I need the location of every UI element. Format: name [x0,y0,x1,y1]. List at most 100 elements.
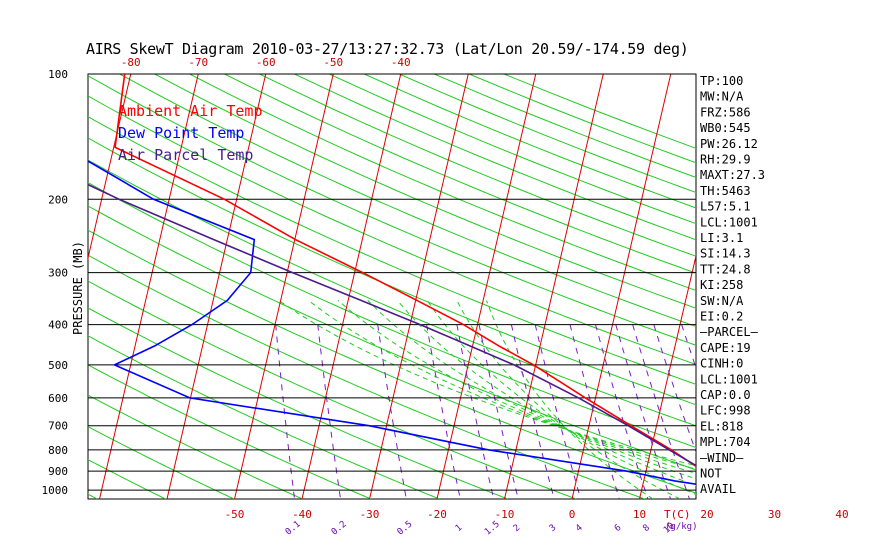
dry-adiabats [0,74,696,499]
isotherm [775,74,870,499]
index-item: CINH:0 [700,357,743,371]
mixing-ratio-line [534,324,582,499]
series-line-1 [88,74,696,485]
index-item: LCL:1001 [700,372,758,386]
dry-adiabat [88,307,509,499]
index-item: PW:26.12 [700,137,758,151]
index-item: TH:5463 [700,184,751,198]
isotherm [842,74,870,499]
dry-adiabat [88,75,696,346]
dry-adiabat [88,137,696,406]
isotherm [571,74,672,499]
dry-adiabat [88,182,696,449]
legend-parcel: Air Parcel Temp [118,146,253,164]
series-line-2 [88,183,696,467]
top-temperature-axis: -80 -70 -60 -50 -40 [121,56,411,69]
mixing-ratio-tick-label: 0.1 [284,519,303,537]
mixing-ratio-line [615,324,672,499]
index-item: TT:24.8 [700,262,751,276]
index-item: LFC:998 [700,404,751,418]
legend-ambient: Ambient Air Temp [118,102,263,120]
mixing-ratio-tick-label: 1 [454,523,465,534]
bottom-tick-label: -20 [427,508,447,521]
dry-adiabat [88,364,372,499]
dry-adiabat [259,74,696,257]
pressure-tick-label: 400 [48,319,68,332]
mixing-ratio-line [569,324,620,499]
pressure-tick-label: 700 [48,420,68,433]
index-item: KI:258 [700,278,743,292]
top-tick-label: -40 [391,56,411,69]
isotherm [369,74,469,499]
dry-adiabat [88,95,696,366]
pressure-tick-label: 600 [48,392,68,405]
top-tick-label: -80 [121,56,141,69]
pressure-tick-label: 300 [48,267,68,280]
mixing-ratio-tick-label: 8 [641,523,652,534]
mixing-ratio-unit: (g/kg) [665,522,698,532]
isotherm [88,74,132,261]
isotherm [436,74,537,499]
mixing-ratio-line [426,324,461,499]
index-item: CAPE:19 [700,341,751,355]
index-item: WB0:545 [700,121,751,135]
mixing-ratio-tick-label: 2 [512,523,523,534]
dry-adiabat [88,394,303,499]
dry-adiabat [88,254,645,499]
dry-adiabat [88,280,577,499]
pressure-tick-label: 200 [48,193,68,206]
y-axis-label: PRESSURE (MB) [71,241,85,335]
mixing-ratio-tick-label: 0.5 [396,519,415,537]
index-item: AVAIL [700,482,736,496]
bottom-tick-label: -10 [495,508,515,521]
mixing-ratio-tick-label: 6 [613,523,624,534]
index-item: —WIND— [700,451,744,465]
mixing-ratio-line [653,324,696,454]
index-item: SW:N/A [700,294,744,308]
mixing-ratio-lines [275,324,823,499]
isotherm [234,74,334,499]
dry-adiabat [88,205,696,471]
dry-adiabat [88,229,696,494]
dry-adiabat [154,74,696,309]
isotherm [504,74,604,499]
chart-title: AIRS SkewT Diagram 2010-03-27/13:27:32.7… [86,40,688,58]
mixing-ratio-tick-label: 0.2 [330,519,349,537]
index-item: EI:0.2 [700,310,743,324]
index-item: CAP:0.0 [700,388,751,402]
index-item: MW:N/A [700,90,744,104]
series-line-0 [114,74,696,468]
bottom-tick-label: 40 [835,508,848,521]
bottom-tick-label: -50 [225,508,245,521]
top-tick-label: -60 [256,56,276,69]
index-item: SI:14.3 [700,247,751,261]
top-tick-label: -50 [323,56,343,69]
mixing-ratio-tick-label: 1.5 [483,519,502,537]
mixing-ratio-line [510,324,555,499]
isotherm [99,74,199,499]
x-axis-label: T(C) [664,508,691,521]
index-item: FRZ:586 [700,105,751,119]
pressure-tick-label: 500 [48,359,68,372]
moist-adiabat [367,300,696,480]
isotherm [0,74,63,499]
isotherm [301,74,402,499]
dry-adiabat [88,426,235,499]
bottom-tick-label: 10 [633,508,646,521]
index-item: RH:29.9 [700,153,751,167]
mixing-ratio-line [377,324,407,499]
dry-adiabat [0,74,29,499]
pressure-axis: 100 200 300 400 500 600 700 800 900 1000 [42,68,69,497]
mixing-ratio-line [478,324,519,499]
grid-layer [0,74,870,499]
isotherm [639,253,696,499]
index-item: —PARCEL— [700,325,759,339]
pressure-tick-label: 100 [48,68,68,81]
mixing-ratio-line [751,325,823,499]
pressure-tick-label: 900 [48,465,68,478]
mixing-ratio-tick-label: 3 [548,523,559,534]
dry-adiabat [88,116,696,385]
top-tick-label: -70 [188,56,208,69]
dry-adiabat [224,74,696,274]
bottom-tick-label: -30 [360,508,380,521]
